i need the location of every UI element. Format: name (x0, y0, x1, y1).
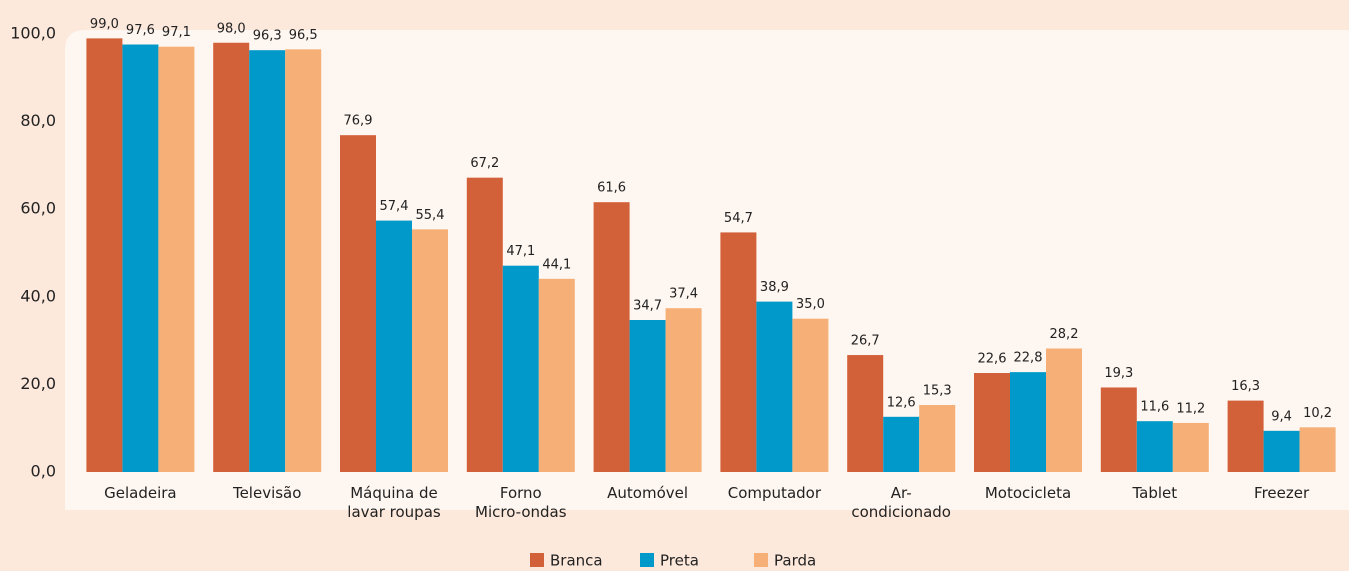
x-tick-label: Tablet (1132, 484, 1178, 502)
x-tick-label: Freezer (1254, 484, 1310, 502)
x-tick-label: Máquina de lavar roupas (347, 484, 441, 521)
value-label: 16,3 (1231, 379, 1260, 394)
value-label: 15,3 (923, 383, 952, 398)
bar (720, 232, 757, 472)
x-tick-label: Computador (727, 484, 821, 502)
x-tick-label: Ar- condicionado (851, 484, 951, 521)
legend-label: Preta (660, 552, 699, 570)
x-tick-label: Automóvel (607, 484, 689, 502)
bar (792, 318, 829, 472)
bar (1263, 430, 1300, 472)
value-label: 9,4 (1271, 409, 1292, 424)
bar (756, 301, 793, 472)
bar (1046, 348, 1082, 472)
bar (249, 50, 286, 473)
bar (847, 355, 884, 472)
bar (1100, 387, 1137, 472)
bar (593, 202, 630, 472)
bar (158, 46, 195, 473)
value-label: 26,7 (851, 334, 880, 349)
value-label: 12,6 (887, 395, 916, 410)
value-label: 76,9 (344, 114, 373, 129)
bar (376, 220, 412, 472)
value-label: 11,6 (1140, 400, 1169, 415)
bar (1172, 422, 1209, 472)
value-label: 98,0 (217, 21, 246, 36)
value-label: 19,3 (1104, 366, 1133, 381)
bar (1299, 427, 1336, 472)
bar (1010, 372, 1046, 472)
y-tick-label: 40,0 (20, 286, 56, 305)
value-label: 10,2 (1303, 406, 1332, 421)
value-label: 57,4 (380, 199, 409, 214)
x-tick-label: Motocicleta (984, 484, 1072, 502)
value-label: 44,1 (542, 257, 571, 272)
bar (1227, 400, 1264, 472)
value-label: 22,8 (1014, 351, 1043, 366)
bar (122, 44, 159, 473)
bar (285, 49, 322, 472)
value-label: 97,1 (162, 25, 191, 40)
legend-label: Parda (774, 552, 816, 570)
value-label: 35,0 (796, 297, 825, 312)
value-label: 96,3 (253, 29, 282, 44)
value-label: 54,7 (724, 211, 753, 226)
legend-label: Branca (550, 552, 603, 570)
value-label: 67,2 (470, 156, 499, 171)
legend-swatch (640, 553, 654, 567)
value-label: 61,6 (597, 181, 626, 196)
bar (629, 320, 666, 472)
value-label: 38,9 (760, 280, 789, 295)
bar (502, 265, 539, 472)
value-label: 99,0 (90, 17, 119, 32)
legend-swatch (530, 553, 544, 567)
bar (538, 278, 575, 472)
x-tick-label: Televisão (232, 484, 302, 502)
value-label: 37,4 (669, 287, 698, 302)
value-label: 47,1 (506, 244, 535, 259)
value-label: 97,6 (126, 23, 155, 38)
value-label: 34,7 (633, 299, 662, 314)
bar (213, 42, 250, 472)
bar (340, 135, 376, 473)
x-tick-label: Geladeira (104, 484, 177, 502)
value-label: 28,2 (1050, 327, 1079, 342)
value-label: 22,6 (978, 352, 1007, 367)
x-tick-label: Forno Micro-ondas (475, 484, 567, 521)
y-tick-label: 60,0 (20, 199, 56, 218)
y-tick-label: 20,0 (20, 374, 56, 393)
bar (883, 416, 920, 472)
y-tick-label: 100,0 (10, 24, 56, 43)
bar (1136, 421, 1173, 472)
value-label: 11,2 (1176, 401, 1205, 416)
legend-swatch (754, 553, 768, 567)
bar (919, 404, 956, 472)
value-label: 55,4 (416, 208, 445, 223)
value-label: 96,5 (289, 28, 318, 43)
bar (86, 38, 123, 472)
bar (466, 177, 503, 472)
bar (974, 373, 1010, 472)
bar (665, 308, 702, 472)
y-tick-label: 0,0 (31, 462, 56, 481)
bar (412, 229, 448, 472)
y-tick-label: 80,0 (20, 111, 56, 130)
